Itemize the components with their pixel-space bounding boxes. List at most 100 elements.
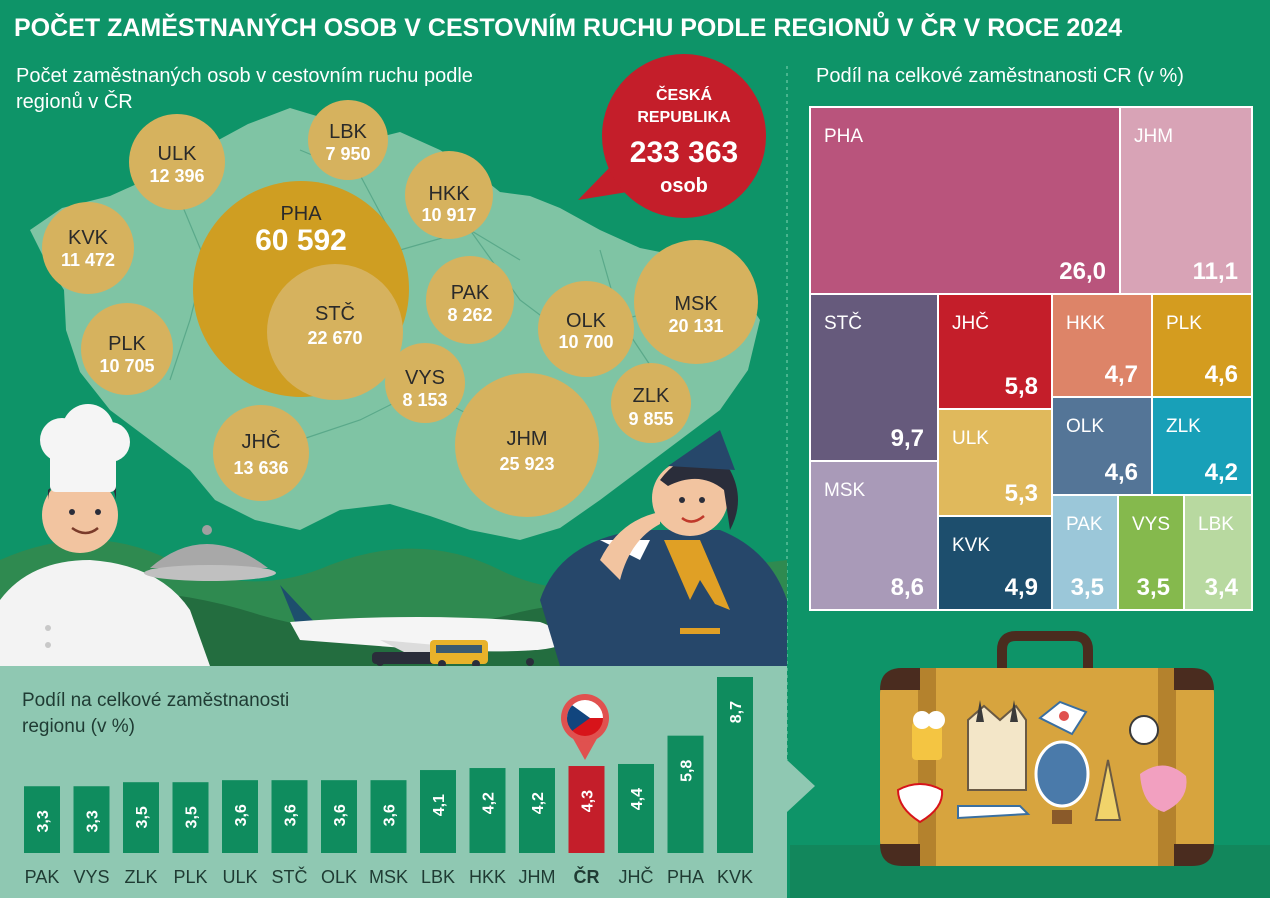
treemap-value-olk: 4,6: [1105, 459, 1138, 486]
treemap-cell-lbk: [1185, 496, 1251, 609]
bubble-ulk: [129, 114, 225, 210]
bar-value-vys: 3,3: [85, 810, 102, 832]
bubble-name-lbk: LBK: [329, 121, 367, 143]
bubble-name-pak: PAK: [451, 282, 490, 304]
bar-value-kvk: 8,7: [728, 701, 745, 723]
bubble-value-ulk: 12 396: [149, 166, 204, 186]
bubble-jhm: [455, 373, 599, 517]
bar-category-olk: OLK: [321, 867, 357, 887]
treemap-label-kvk: KVK: [952, 535, 990, 556]
treemap-label-zlk: ZLK: [1166, 416, 1201, 437]
bar-value-zlk: 3,5: [134, 806, 151, 828]
bar-value-olk: 3,6: [332, 804, 349, 826]
page-title: POČET ZAMĚSTNANÝCH OSOB V CESTOVNÍM RUCH…: [14, 10, 1122, 42]
bar-category-lbk: LBK: [421, 867, 455, 887]
bar-category-msk: MSK: [369, 867, 408, 887]
bubble-value-msk: 20 131: [668, 316, 723, 336]
bubble-value-pak: 8 262: [447, 305, 492, 325]
bar-zlk: [123, 782, 159, 853]
bar-value-pak: 3,3: [35, 810, 52, 832]
bar-category-hkk: HKK: [469, 867, 506, 887]
treemap-label-jhm: JHM: [1134, 126, 1173, 147]
treemap-value-ulk: 5,3: [1005, 480, 1038, 507]
bar-čr: [568, 766, 605, 853]
treemap-label-stč: STČ: [824, 312, 862, 334]
treemap-cell-ulk: [939, 410, 1051, 515]
bar-hkk: [469, 768, 506, 853]
bubble-plk: [81, 303, 173, 395]
bubble-name-msk: MSK: [674, 293, 718, 315]
treemap-label-olk: OLK: [1066, 416, 1104, 437]
treemap-cell-pha: [811, 108, 1119, 293]
treemap-cell-zlk: [1153, 398, 1251, 494]
bubble-vys: [385, 343, 465, 423]
bar-jhč: [618, 763, 654, 853]
flight-attendant-illustration: [540, 430, 787, 666]
treemap-value-kvk: 4,9: [1005, 574, 1038, 601]
bar-jhm: [519, 768, 555, 853]
bubble-name-jhč: JHČ: [242, 430, 281, 453]
bubble-name-pha: PHA: [280, 203, 322, 225]
bubble-value-olk: 10 700: [558, 332, 613, 352]
bubble-value-jhm: 25 923: [499, 454, 554, 474]
treemap-cell-jhm: [1121, 108, 1251, 293]
bubble-value-lbk: 7 950: [325, 144, 370, 164]
bar-chart: 3,3 PAK 3,3 VYS 3,5 ZLK 3,5 PLK 3,6 ULK 3,6 STČ 3,6 O…: [24, 677, 753, 887]
treemap-value-vys: 3,5: [1137, 574, 1170, 601]
bar-vys: [73, 786, 110, 853]
bubble-msk: [634, 240, 758, 364]
bubble-name-stč: STČ: [315, 302, 355, 325]
treemap-label-jhč: JHČ: [952, 312, 989, 334]
bubble-name-olk: OLK: [566, 310, 607, 332]
treemap-label-lbk: LBK: [1198, 514, 1234, 535]
treemap-cell-vys: [1119, 496, 1183, 609]
treemap-label-msk: MSK: [824, 480, 866, 501]
bubble-value-plk: 10 705: [99, 356, 154, 376]
bus-illustration: [430, 640, 488, 668]
treemap-value-jhm: 11,1: [1193, 258, 1238, 285]
bubble-name-vys: VYS: [405, 367, 445, 389]
bar-value-jhč: 4,4: [629, 788, 646, 810]
treemap-cell-msk: [811, 462, 937, 609]
treemap-value-pak: 3,5: [1071, 574, 1104, 601]
chef-illustration: [0, 404, 276, 666]
treemap-label-plk: PLK: [1166, 313, 1202, 334]
bubble-name-ulk: ULK: [158, 143, 198, 165]
bar-category-zlk: ZLK: [124, 867, 157, 887]
bubble-name-plk: PLK: [108, 333, 146, 355]
treemap: PHA 26,0 JHM 11,1 STČ 9,7 JHČ 5,8 HKK 4,7 PLK 4,6 MS…: [811, 108, 1251, 609]
bar-plk: [172, 782, 209, 853]
airplane-illustration: [280, 585, 560, 666]
treemap-cell-plk: [1153, 295, 1251, 396]
bar-category-pak: PAK: [25, 867, 60, 887]
bar-pha: [667, 735, 704, 853]
bubble-chart-title-line2: regionů v ČR: [16, 90, 133, 113]
bubble-value-kvk: 11 472: [61, 250, 115, 270]
bar-category-pha: PHA: [667, 867, 704, 887]
bar-stč: [271, 780, 308, 853]
treemap-cell-kvk: [939, 517, 1051, 609]
bar-category-čr: ČR: [574, 866, 600, 887]
treemap-value-hkk: 4,7: [1105, 361, 1138, 388]
bubble-value-pha: 60 592: [255, 224, 347, 257]
bar-ulk: [222, 780, 258, 853]
bubble-value-hkk: 10 917: [421, 205, 476, 225]
bar-value-stč: 3,6: [283, 804, 300, 826]
bar-category-stč: STČ: [272, 866, 308, 887]
bubble-zlk: [611, 363, 691, 443]
bar-value-pha: 5,8: [679, 760, 696, 782]
bubble-kvk: [42, 202, 134, 294]
bubble-stc: [267, 264, 403, 400]
bubble-olk: [538, 281, 634, 377]
cr-bubble-circle: [602, 54, 766, 218]
bar-category-plk: PLK: [173, 867, 207, 887]
treemap-cell-jhč: [939, 295, 1051, 408]
bar-lbk: [420, 770, 456, 853]
bubble-value-jhč: 13 636: [233, 458, 288, 478]
bar-category-jhm: JHM: [519, 867, 556, 887]
bubble-lbk: [308, 100, 388, 180]
treemap-value-plk: 4,6: [1205, 361, 1238, 388]
treemap-cell-hkk: [1053, 295, 1151, 396]
